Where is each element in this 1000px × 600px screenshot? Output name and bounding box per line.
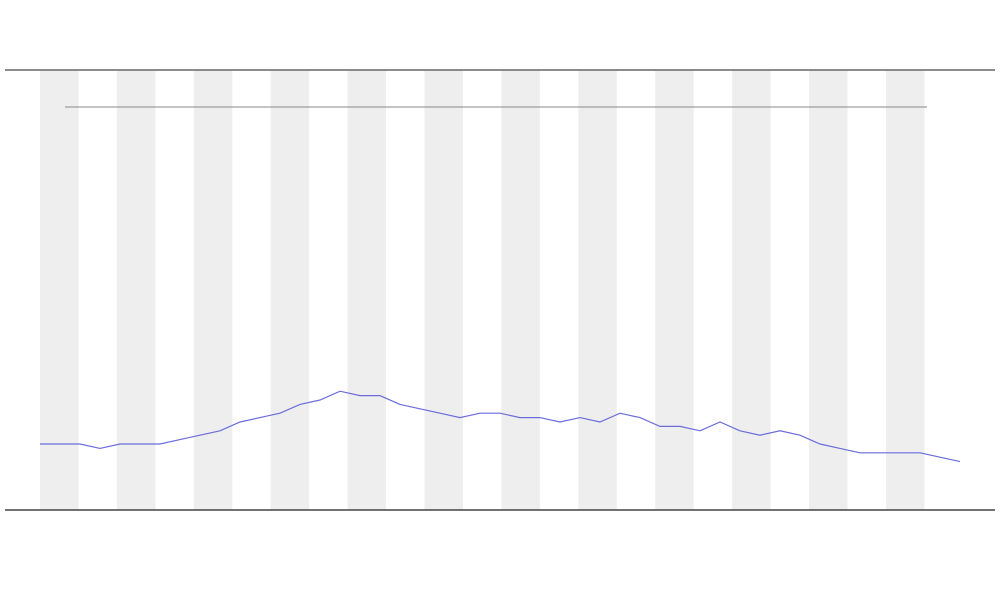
shaded-band [655, 70, 694, 510]
shaded-band [40, 70, 79, 510]
shaded-band [809, 70, 848, 510]
shaded-band [270, 70, 310, 510]
shaded-band [116, 70, 156, 510]
shaded-band [578, 70, 617, 510]
shaded-band [732, 70, 771, 510]
series-line [40, 390, 961, 463]
shaded-band [424, 70, 463, 510]
shaded-band [347, 70, 387, 510]
shaded-band [501, 70, 540, 510]
shaded-band [193, 70, 233, 510]
shaded-band [885, 70, 925, 510]
